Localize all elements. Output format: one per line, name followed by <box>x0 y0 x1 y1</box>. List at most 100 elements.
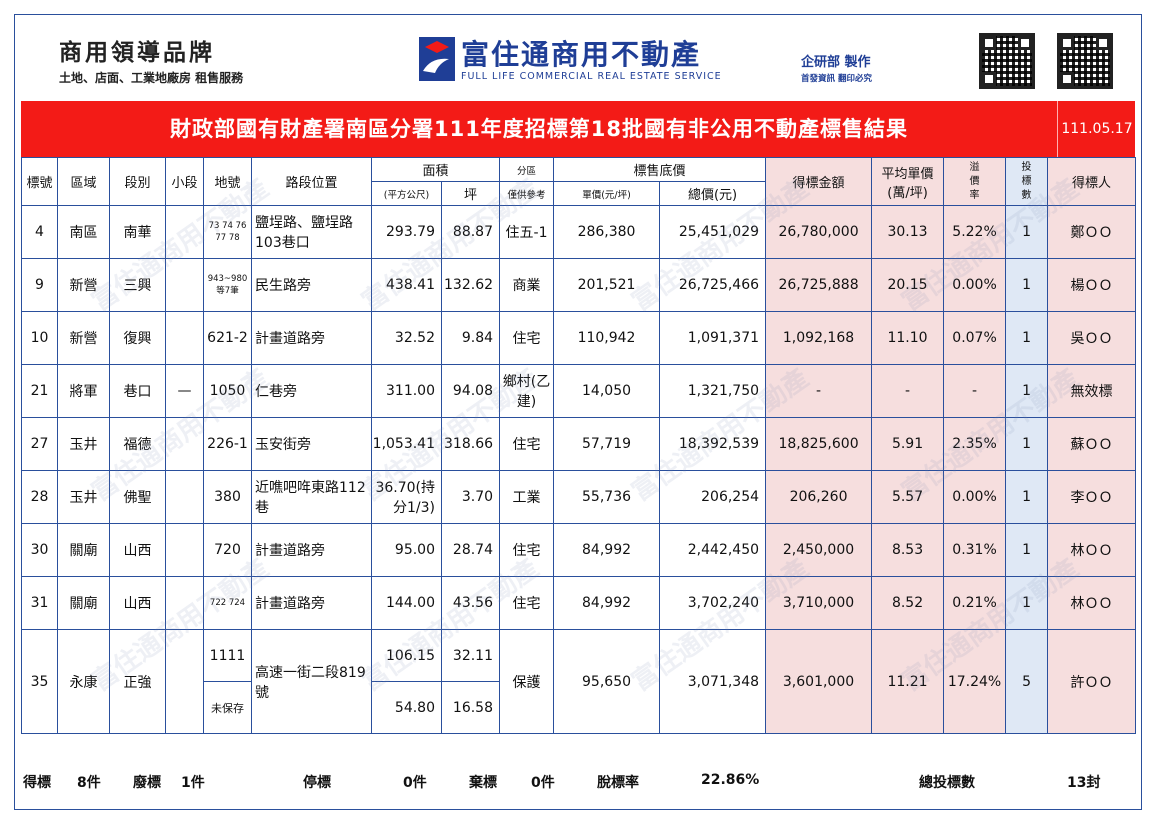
cell-total-price: 18,392,539 <box>659 417 767 471</box>
results-table: 標號 區域 段別 小段 地號 路段位置 面積 分區 標售底價 得標金額 平均單價… <box>21 157 1137 734</box>
cell-total-price: 1,321,750 <box>659 364 767 418</box>
cell-district: 南區 <box>57 205 110 259</box>
cell-area-ping: 28.74 <box>440 523 501 577</box>
cell-total-price: 3,071,348 <box>659 629 767 734</box>
col-avg-unit-price-label: 平均單價 <box>881 166 934 182</box>
cell-winner: 吳ＯＯ <box>1047 311 1137 365</box>
cell-area-ping: 16.58 <box>440 681 501 734</box>
table-row: 4 南區 南華 73 74 76 77 78 鹽埕路、鹽埕路103巷口 293.79 88.… <box>21 205 1137 259</box>
cell-section: 山西 <box>109 523 166 577</box>
cell-bid-no: 4 <box>21 205 58 259</box>
cell-location: 計畫道路旁 <box>251 523 372 577</box>
cell-section: 三興 <box>109 258 166 312</box>
col-floor-price: 標售底價 <box>553 157 767 182</box>
header: 商用領導品牌 土地、店面、工業地廠房 租售服務 富住通商用不動產 FULL LI… <box>15 15 1141 101</box>
cell-unit-price: 84,992 <box>553 576 661 630</box>
cell-section: 南華 <box>109 205 166 259</box>
cell-parcel: 226-1 <box>203 417 252 471</box>
cell-premium: - <box>943 364 1007 418</box>
cell-bids: 5 <box>1005 629 1049 734</box>
cell-area-ping: 88.87 <box>440 205 501 259</box>
cell-bids: 1 <box>1005 417 1049 471</box>
cell-area-ping: 32.11 <box>440 629 501 682</box>
cell-unit-price: 55,736 <box>553 470 661 524</box>
total-value: 13封 <box>1067 775 1101 791</box>
cell-subsection <box>165 417 204 471</box>
col-winner: 得標人 <box>1047 157 1137 206</box>
cell-bids: 1 <box>1005 470 1049 524</box>
cell-zoning: 住五-1 <box>499 205 555 259</box>
cell-premium: 0.00% <box>943 258 1007 312</box>
cell-zoning: 住宅 <box>499 417 555 471</box>
cell-winner: 無效標 <box>1047 364 1137 418</box>
cell-area-m2: 95.00 <box>371 523 442 577</box>
cell-total-price: 25,451,029 <box>659 205 767 259</box>
table-body: 4 南區 南華 73 74 76 77 78 鹽埕路、鹽埕路103巷口 293.79 88.… <box>21 205 1137 630</box>
table-row: 未保存 54.80 16.58 <box>22 681 1136 734</box>
brand-subtitle: 土地、店面、工業地廠房 租售服務 <box>59 71 244 85</box>
stop-label: 停標 <box>303 775 331 791</box>
cell-avg-unit-price: 5.57 <box>871 470 945 524</box>
cell-subsection: — <box>165 364 204 418</box>
cell-winning-amount: 206,260 <box>765 470 873 524</box>
cell-section: 佛聖 <box>109 470 166 524</box>
won-label: 得標 <box>23 775 51 791</box>
cell-zoning: 住宅 <box>499 576 555 630</box>
cell-district: 新營 <box>57 258 110 312</box>
col-location: 路段位置 <box>251 157 372 206</box>
cell-avg-unit-price: - <box>871 364 945 418</box>
table-row: 31 關廟 山西 722 724 計畫道路旁 144.00 43.56 住宅 84,992 3,7… <box>21 576 1137 630</box>
col-parcel: 地號 <box>203 157 252 206</box>
cell-premium: 0.31% <box>943 523 1007 577</box>
cell-area-m2: 36.70(持分1/3) <box>371 470 442 524</box>
cell-area-m2: 438.41 <box>371 258 442 312</box>
cell-avg-unit-price: 11.21 <box>871 629 945 734</box>
cell-parcel: 73 74 76 77 78 <box>203 205 252 259</box>
cell-district: 關廟 <box>57 523 110 577</box>
qr-code-icon[interactable] <box>1057 33 1113 89</box>
cell-section: 福德 <box>109 417 166 471</box>
cell-area-m2: 106.15 <box>371 629 442 682</box>
table-row: 28 玉井 佛聖 380 近噍吧哖東路112巷 36.70(持分1/3) 3.70 工業 55,… <box>21 470 1137 524</box>
page-date: 111.05.17 <box>1057 101 1136 157</box>
cell-bid-no: 10 <box>21 311 58 365</box>
cell-bid-no: 31 <box>21 576 58 630</box>
table-row: 35 永康 正強 1111 高速一街二段819號 106.15 32.11 保護… <box>21 629 1137 734</box>
cell-winning-amount: - <box>765 364 873 418</box>
cell-location: 鹽埕路、鹽埕路103巷口 <box>251 205 372 259</box>
cell-parcel: 722 724 <box>203 576 252 630</box>
cell-avg-unit-price: 11.10 <box>871 311 945 365</box>
cell-unit-price: 110,942 <box>553 311 661 365</box>
cell-premium: 0.00% <box>943 470 1007 524</box>
cell-bid-no: 28 <box>21 470 58 524</box>
cell-premium: 2.35% <box>943 417 1007 471</box>
cell-bids: 1 <box>1005 205 1049 259</box>
maker-block: 企研部 製作 首發資訊 翻印必究 <box>801 51 872 84</box>
summary-footer: 得標 8件 廢標 1件 停標 0件 棄標 0件 脫標率 22.86% 總投標數 … <box>21 764 1135 796</box>
cell-district: 玉井 <box>57 470 110 524</box>
cell-district: 關廟 <box>57 576 110 630</box>
cell-bid-no: 9 <box>21 258 58 312</box>
table-row: 27 玉井 福德 226-1 玉安街旁 1,053.41 318.66 住宅 57,719 18,… <box>21 417 1137 471</box>
cell-parcel: 943~980等7筆 <box>203 258 252 312</box>
subheader-row: (平方公尺) 坪 僅供參考 單價(元/坪) 總價(元) <box>22 181 1136 206</box>
col-avg-unit-price: 平均單價 (萬/坪) <box>871 157 945 206</box>
cell-winner: 楊ＯＯ <box>1047 258 1137 312</box>
cell-area-m2: 1,053.41 <box>371 417 442 471</box>
cell-avg-unit-price: 8.53 <box>871 523 945 577</box>
cell-subsection <box>165 205 204 259</box>
cell-subsection <box>165 311 204 365</box>
cell-winner: 李ＯＯ <box>1047 470 1137 524</box>
cell-unit-price: 57,719 <box>553 417 661 471</box>
cell-bids: 1 <box>1005 576 1049 630</box>
cell-parcel: 1050 <box>203 364 252 418</box>
cell-area-ping: 318.66 <box>440 417 501 471</box>
cell-winning-amount: 2,450,000 <box>765 523 873 577</box>
cell-district: 將軍 <box>57 364 110 418</box>
cell-avg-unit-price: 20.15 <box>871 258 945 312</box>
cell-area-m2: 311.00 <box>371 364 442 418</box>
cell-zoning: 鄉村(乙建) <box>499 364 555 418</box>
qr-code-icon[interactable] <box>979 33 1035 89</box>
cell-subsection <box>165 576 204 630</box>
cell-avg-unit-price: 8.52 <box>871 576 945 630</box>
